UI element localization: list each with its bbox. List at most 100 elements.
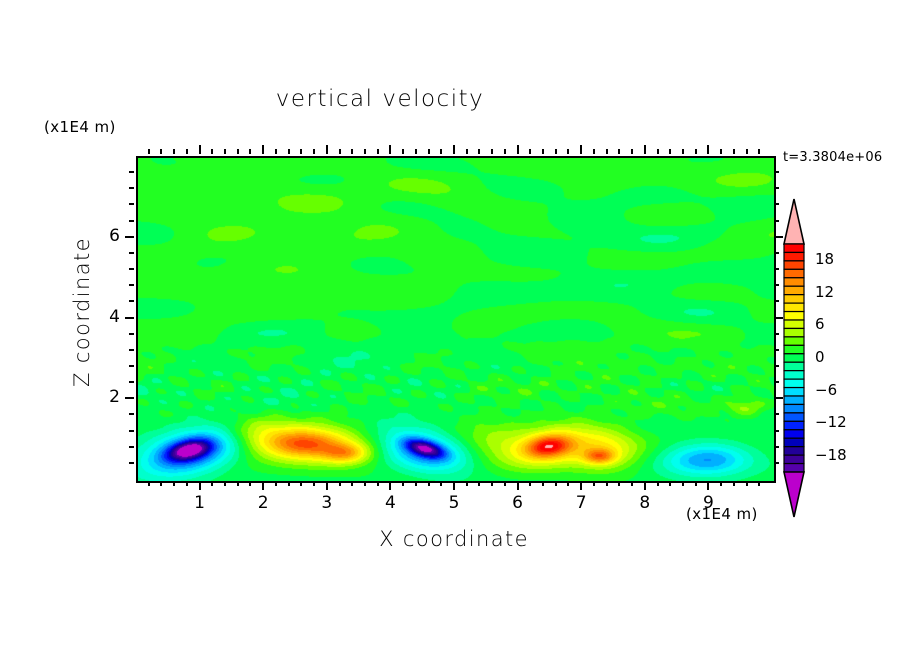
x-tick-mark	[440, 481, 443, 486]
x-axis-unit-label: (x1E4 m)	[686, 505, 758, 523]
x-tick-mark-top	[681, 149, 684, 154]
y-tick-mark-right	[774, 381, 779, 384]
x-tick-mark	[338, 481, 341, 486]
x-tick-mark	[618, 481, 621, 486]
x-tick-mark-top	[554, 149, 557, 154]
x-tick-mark	[580, 481, 583, 490]
x-tick-mark-top	[414, 149, 417, 154]
x-tick-mark-top	[529, 149, 532, 154]
x-tick-mark	[707, 481, 710, 490]
x-axis-title: X coordinate	[379, 527, 529, 551]
y-tick-mark	[129, 429, 134, 432]
x-tick-mark	[554, 481, 557, 486]
x-tick-mark	[185, 481, 188, 486]
y-tick-mark	[129, 284, 134, 287]
x-tick-mark	[325, 481, 328, 490]
x-tick-mark-top	[478, 149, 481, 154]
y-tick-mark-right	[774, 364, 779, 367]
page-title: vertical velocity	[275, 86, 485, 112]
y-tick-mark-right	[774, 397, 783, 400]
colorbar-tick-label: 12	[815, 282, 835, 301]
x-tick-mark	[402, 481, 405, 486]
x-tick-mark	[478, 481, 481, 486]
colorbar-tick-label: −18	[815, 445, 847, 464]
x-tick-mark	[147, 481, 150, 486]
y-tick-mark	[129, 251, 134, 254]
y-tick-mark	[129, 300, 134, 303]
x-tick-mark	[516, 481, 519, 490]
x-tick-mark-top	[274, 149, 277, 154]
x-tick-label: 1	[194, 493, 205, 513]
x-tick-mark	[605, 481, 608, 486]
y-axis-title: Z coordinate	[70, 237, 94, 387]
vertical-velocity-contour-field	[138, 158, 774, 481]
y-tick-mark-right	[774, 300, 779, 303]
x-tick-mark-top	[147, 149, 150, 154]
y-tick-mark	[129, 348, 134, 351]
x-tick-mark	[681, 481, 684, 486]
y-tick-mark-right	[774, 429, 779, 432]
y-tick-mark	[129, 219, 134, 222]
x-tick-mark-top	[224, 149, 227, 154]
x-tick-mark-top	[363, 149, 366, 154]
x-tick-mark-top	[300, 149, 303, 154]
y-tick-mark	[129, 364, 134, 367]
y-tick-mark	[125, 235, 134, 238]
x-tick-mark	[465, 481, 468, 486]
colorbar-tick-label: −6	[815, 380, 838, 399]
x-tick-label: 3	[321, 493, 333, 513]
y-tick-mark	[125, 316, 134, 319]
x-tick-mark	[211, 481, 214, 486]
x-tick-mark-top	[211, 149, 214, 154]
x-tick-mark-top	[262, 145, 265, 154]
y-tick-mark-right	[774, 171, 779, 174]
x-tick-mark	[592, 481, 595, 486]
x-tick-mark-top	[160, 149, 163, 154]
y-tick-mark	[129, 413, 134, 416]
x-tick-mark-top	[440, 149, 443, 154]
x-tick-mark	[287, 481, 290, 486]
y-tick-label: 6	[109, 225, 120, 246]
x-tick-mark	[173, 481, 176, 486]
y-tick-mark	[129, 332, 134, 335]
x-tick-mark-top	[732, 149, 735, 154]
x-tick-mark	[503, 481, 506, 486]
x-tick-label: 5	[448, 493, 460, 513]
x-tick-mark	[529, 481, 532, 486]
x-tick-mark-top	[618, 149, 621, 154]
y-tick-mark	[125, 397, 134, 400]
y-tick-mark-right	[774, 235, 783, 238]
x-tick-mark-top	[631, 149, 634, 154]
x-tick-mark-top	[720, 149, 723, 154]
x-tick-mark	[160, 481, 163, 486]
x-tick-mark-top	[376, 149, 379, 154]
x-tick-mark	[694, 481, 697, 486]
x-tick-label: 9	[702, 493, 714, 513]
colorbar-tick-label: −12	[815, 413, 847, 432]
x-tick-label: 8	[639, 493, 651, 513]
x-tick-mark-top	[669, 149, 672, 154]
x-tick-mark-top	[402, 149, 405, 154]
x-tick-mark-top	[185, 149, 188, 154]
x-tick-mark-top	[173, 149, 176, 154]
x-tick-mark-top	[491, 149, 494, 154]
x-tick-mark-top	[249, 149, 252, 154]
x-tick-mark	[656, 481, 659, 486]
x-tick-mark	[453, 481, 455, 490]
x-tick-mark	[300, 481, 303, 486]
x-tick-mark-top	[198, 145, 201, 154]
y-tick-mark-right	[774, 203, 779, 206]
x-tick-mark-top	[236, 149, 239, 154]
x-tick-label: 4	[384, 493, 396, 513]
x-tick-label: 2	[257, 493, 269, 513]
x-tick-mark	[363, 481, 366, 486]
timestamp-annotation: t=3.3804e+06	[783, 150, 883, 165]
x-tick-mark-top	[694, 149, 697, 154]
x-tick-mark-top	[325, 145, 328, 154]
x-tick-mark-top	[605, 149, 608, 154]
y-tick-mark	[129, 203, 134, 206]
x-tick-mark-top	[656, 149, 659, 154]
x-tick-label: 6	[512, 493, 523, 513]
contour-plot-area	[136, 156, 776, 483]
y-tick-mark	[129, 171, 134, 174]
